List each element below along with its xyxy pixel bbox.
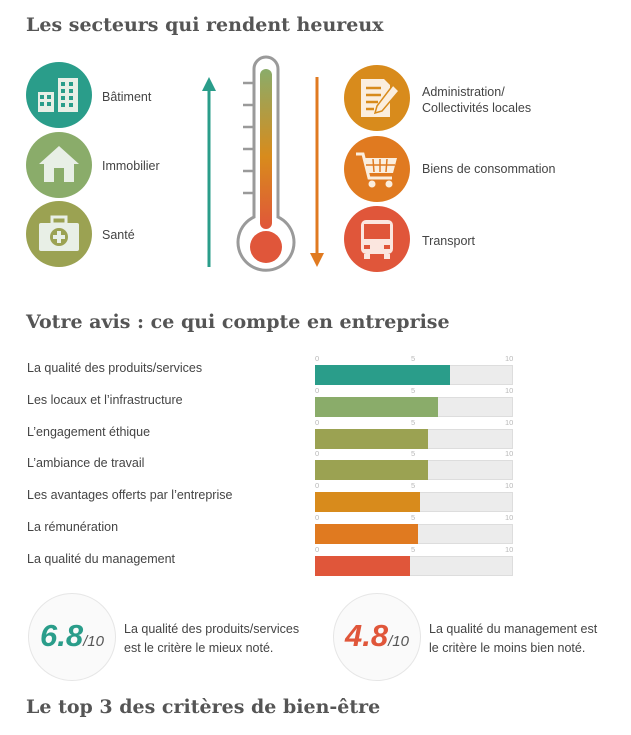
criterion-label: La qualité des produits/services — [27, 361, 203, 375]
axis-tick-label: 10 — [505, 449, 514, 459]
sector-label-biens-consommation: Biens de consommation — [422, 162, 556, 176]
axis-tick-label: 5 — [411, 354, 416, 363]
sector-label-administration-line2: Collectivités locales — [422, 101, 532, 115]
worst-score-value: 4.8/10 — [334, 618, 420, 654]
bus-icon — [344, 206, 410, 272]
axis-tick-label: 0 — [315, 544, 320, 554]
bar — [315, 524, 418, 544]
worst-score-number: 4.8 — [345, 618, 389, 653]
bar — [315, 492, 420, 513]
axis-tick-label: 0 — [315, 354, 320, 363]
axis-tick-label: 10 — [505, 544, 514, 554]
sector-label-batiment: Bâtiment — [102, 90, 152, 104]
sector-label-sante: Santé — [102, 228, 135, 242]
axis-tick-label: 5 — [411, 417, 416, 427]
criterion-label: Les locaux et l’infrastructure — [27, 392, 183, 407]
sector-label-administration: Administration/ Collectivités locales — [422, 84, 531, 116]
title-top3: Le top 3 des critères de bien-être — [26, 696, 381, 718]
best-score-circle: 6.8/10 — [28, 593, 116, 681]
axis-tick-label: 10 — [505, 354, 514, 363]
criterion-label: Les avantages offerts par l’entreprise — [27, 488, 233, 503]
bar-row: 0 5 10 — [315, 354, 513, 385]
building-icon — [26, 62, 92, 128]
criterion-label: La rémunération — [27, 520, 119, 534]
criterion-label: L’ambiance de travail — [27, 456, 145, 471]
axis-tick-label: 5 — [411, 544, 416, 554]
worst-score-text: La qualité du management est le critère … — [429, 620, 597, 658]
best-score-text-line2: est le critère le mieux noté. — [124, 641, 274, 655]
bar-row: 0 5 10 — [315, 449, 513, 481]
document-pen-icon — [344, 65, 410, 131]
axis-tick-label: 0 — [315, 513, 320, 522]
axis-tick-label: 5 — [411, 385, 416, 395]
bar-row: 0 5 10 — [315, 513, 513, 544]
thermometer-graphic — [202, 55, 324, 272]
bar — [315, 365, 450, 385]
house-icon — [26, 132, 92, 198]
thermometer-bulb — [250, 231, 282, 263]
axis-tick-label: 5 — [411, 513, 416, 522]
bar — [315, 396, 438, 417]
sector-label-administration-line1: Administration/ — [422, 85, 505, 99]
axis-tick-label: 5 — [411, 481, 416, 491]
best-score-text: La qualité des produits/services est le … — [124, 620, 299, 658]
medical-kit-icon — [26, 201, 92, 267]
sector-label-immobilier: Immobilier — [102, 159, 160, 173]
shopping-cart-icon — [344, 136, 410, 202]
axis-tick-label: 0 — [315, 385, 320, 395]
axis-tick-label: 0 — [315, 449, 320, 459]
bar-row: 0 5 10 — [315, 386, 513, 417]
best-score-value: 6.8/10 — [29, 618, 115, 654]
bar — [315, 460, 428, 481]
axis-tick-label: 0 — [315, 481, 320, 491]
bar-row: 0 5 10 — [315, 418, 513, 449]
best-score-suffix: /10 — [83, 633, 104, 650]
axis-tick-label: 5 — [411, 449, 416, 459]
axis-tick-label: 10 — [505, 513, 514, 522]
criterion-label: La qualité du management — [27, 551, 176, 566]
axis-tick-label: 10 — [505, 481, 514, 491]
best-score-number: 6.8 — [40, 618, 84, 653]
title-sectors: Les secteurs qui rendent heureux — [26, 14, 384, 36]
axis-tick-label: 10 — [505, 417, 514, 427]
sector-label-transport: Transport — [422, 234, 476, 248]
bar-row: 0 5 10 — [315, 481, 513, 513]
bar — [315, 555, 411, 576]
bar — [315, 428, 428, 449]
worst-score-text-line2: le critère le moins bien noté. — [429, 641, 586, 655]
axis-tick-label: 10 — [505, 385, 514, 395]
worst-score-circle: 4.8/10 — [333, 593, 421, 681]
worst-score-suffix: /10 — [388, 633, 409, 650]
criterion-label: L’engagement éthique — [27, 424, 151, 439]
axis-tick-label: 0 — [315, 417, 320, 427]
worst-score-text-line1: La qualité du management est — [429, 622, 598, 636]
best-score-text-line1: La qualité des produits/services — [124, 622, 300, 636]
title-opinion: Votre avis : ce qui compte en entreprise — [26, 311, 450, 333]
bar-row: 0 5 10 — [315, 545, 513, 576]
